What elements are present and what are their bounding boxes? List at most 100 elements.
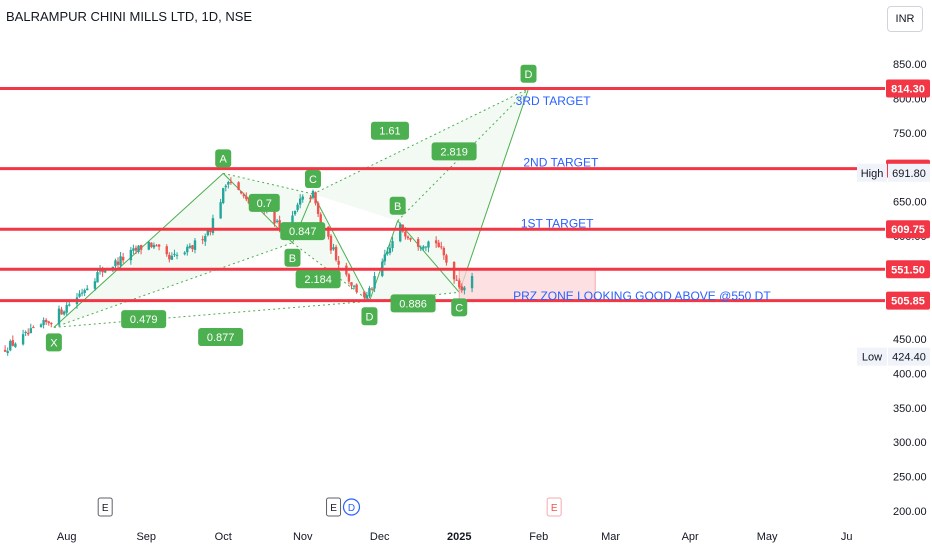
candle-body xyxy=(455,279,458,281)
candle-body xyxy=(229,181,233,183)
pattern-fill xyxy=(369,220,460,302)
earnings-marker xyxy=(326,497,342,517)
candle-body xyxy=(383,254,387,262)
candle-body xyxy=(39,324,43,327)
candle-body xyxy=(186,246,189,253)
level-price-tag xyxy=(886,79,930,98)
candle-body xyxy=(350,282,353,286)
candle-body xyxy=(427,241,430,248)
candle-body xyxy=(424,246,428,248)
point-label: D xyxy=(525,69,533,81)
pattern-ratio-line xyxy=(223,172,314,195)
event-marker-label: E xyxy=(330,503,337,514)
candle-body xyxy=(329,235,333,251)
event-marker-label: E xyxy=(102,503,109,514)
candle-body xyxy=(191,245,194,250)
candle-body xyxy=(404,231,407,237)
candle-body xyxy=(65,305,68,313)
stat-high: High 691.80 xyxy=(857,163,930,182)
y-tick-label: 450.00 xyxy=(893,334,927,346)
candle-body xyxy=(445,255,448,263)
candle-body xyxy=(224,185,227,188)
ratio-label: 0.7 xyxy=(257,198,272,210)
candle-body xyxy=(27,332,30,335)
candle-body xyxy=(409,238,412,240)
ratio-badge xyxy=(370,121,409,140)
candle-body xyxy=(373,275,376,289)
candle-body xyxy=(301,196,304,200)
ratio-label: 0.886 xyxy=(399,298,427,310)
level-price-label: 609.75 xyxy=(891,224,925,236)
candle-body xyxy=(311,191,315,198)
stat-value-bg xyxy=(888,163,930,182)
x-tick-label: May xyxy=(757,531,778,543)
candle-body xyxy=(219,202,222,219)
level-price-tag xyxy=(886,220,930,239)
candle-body xyxy=(6,351,9,353)
candle-body xyxy=(147,241,151,250)
candle-body xyxy=(368,287,371,297)
candle-body xyxy=(239,191,243,194)
candle-body xyxy=(168,254,171,260)
point-label: C xyxy=(309,174,317,186)
ratio-badge xyxy=(295,270,341,289)
candle-body xyxy=(83,290,86,293)
candle-body xyxy=(150,242,153,247)
point-label: D xyxy=(365,311,373,323)
ratio-badge xyxy=(431,142,477,161)
ratio-label: 2.819 xyxy=(440,146,468,158)
ratio-badge xyxy=(248,193,280,212)
candle-body xyxy=(137,245,140,252)
candle-body xyxy=(29,328,32,334)
candle-body xyxy=(237,182,240,191)
chart-title: BALRAMPUR CHINI MILLS LTD, 1D, NSE xyxy=(6,9,253,24)
candle-body xyxy=(316,203,320,215)
candle-body xyxy=(391,241,394,249)
candle-body xyxy=(80,292,84,294)
candle-body xyxy=(78,293,81,297)
candle-body xyxy=(114,260,117,267)
pattern-fill xyxy=(53,173,293,328)
candle-body xyxy=(60,309,63,315)
candle-body xyxy=(337,260,340,265)
candle-body xyxy=(183,252,186,255)
candle-body xyxy=(3,349,7,352)
candle-body xyxy=(245,196,248,200)
candle-body xyxy=(227,181,230,185)
candle-body xyxy=(119,256,122,266)
y-tick-label: 200.00 xyxy=(893,506,927,518)
point-badge xyxy=(520,64,537,83)
ratio-badge xyxy=(198,328,244,347)
x-tick-label: Ju xyxy=(841,531,853,543)
ratio-label: 1.61 xyxy=(379,126,400,138)
ratio-label: 0.847 xyxy=(289,226,317,238)
y-tick-label: 250.00 xyxy=(893,472,927,484)
candle-body xyxy=(309,197,312,200)
candle-body xyxy=(86,288,89,291)
point-badge xyxy=(305,169,322,188)
x-tick-label: Sep xyxy=(136,531,156,543)
stat-value: 691.80 xyxy=(892,168,926,180)
candle-body xyxy=(204,236,207,242)
x-tick-label: Mar xyxy=(601,531,620,543)
candle-body xyxy=(47,321,50,324)
pattern-fill xyxy=(397,88,529,293)
level-price-tag xyxy=(886,291,930,310)
annotation-text: 3RD TARGET xyxy=(516,94,592,108)
candle-body xyxy=(363,291,366,298)
point-badge xyxy=(45,333,62,352)
candle-body xyxy=(278,220,281,228)
candle-body xyxy=(242,194,245,197)
x-axis: Aug Sep Oct Nov Dec 2025 Feb Mar Apr May Ju xyxy=(57,531,853,543)
point-badge xyxy=(284,248,301,267)
candle-body xyxy=(121,256,125,261)
y-tick-label: 300.00 xyxy=(893,437,927,449)
candle-body xyxy=(206,230,210,236)
candle-body xyxy=(21,334,25,345)
y-axis: 200.00250.00300.00350.00400.00450.00500.… xyxy=(893,59,927,518)
currency-button[interactable]: INR xyxy=(887,6,923,32)
candle-body xyxy=(355,284,358,292)
candle-body xyxy=(296,204,299,210)
